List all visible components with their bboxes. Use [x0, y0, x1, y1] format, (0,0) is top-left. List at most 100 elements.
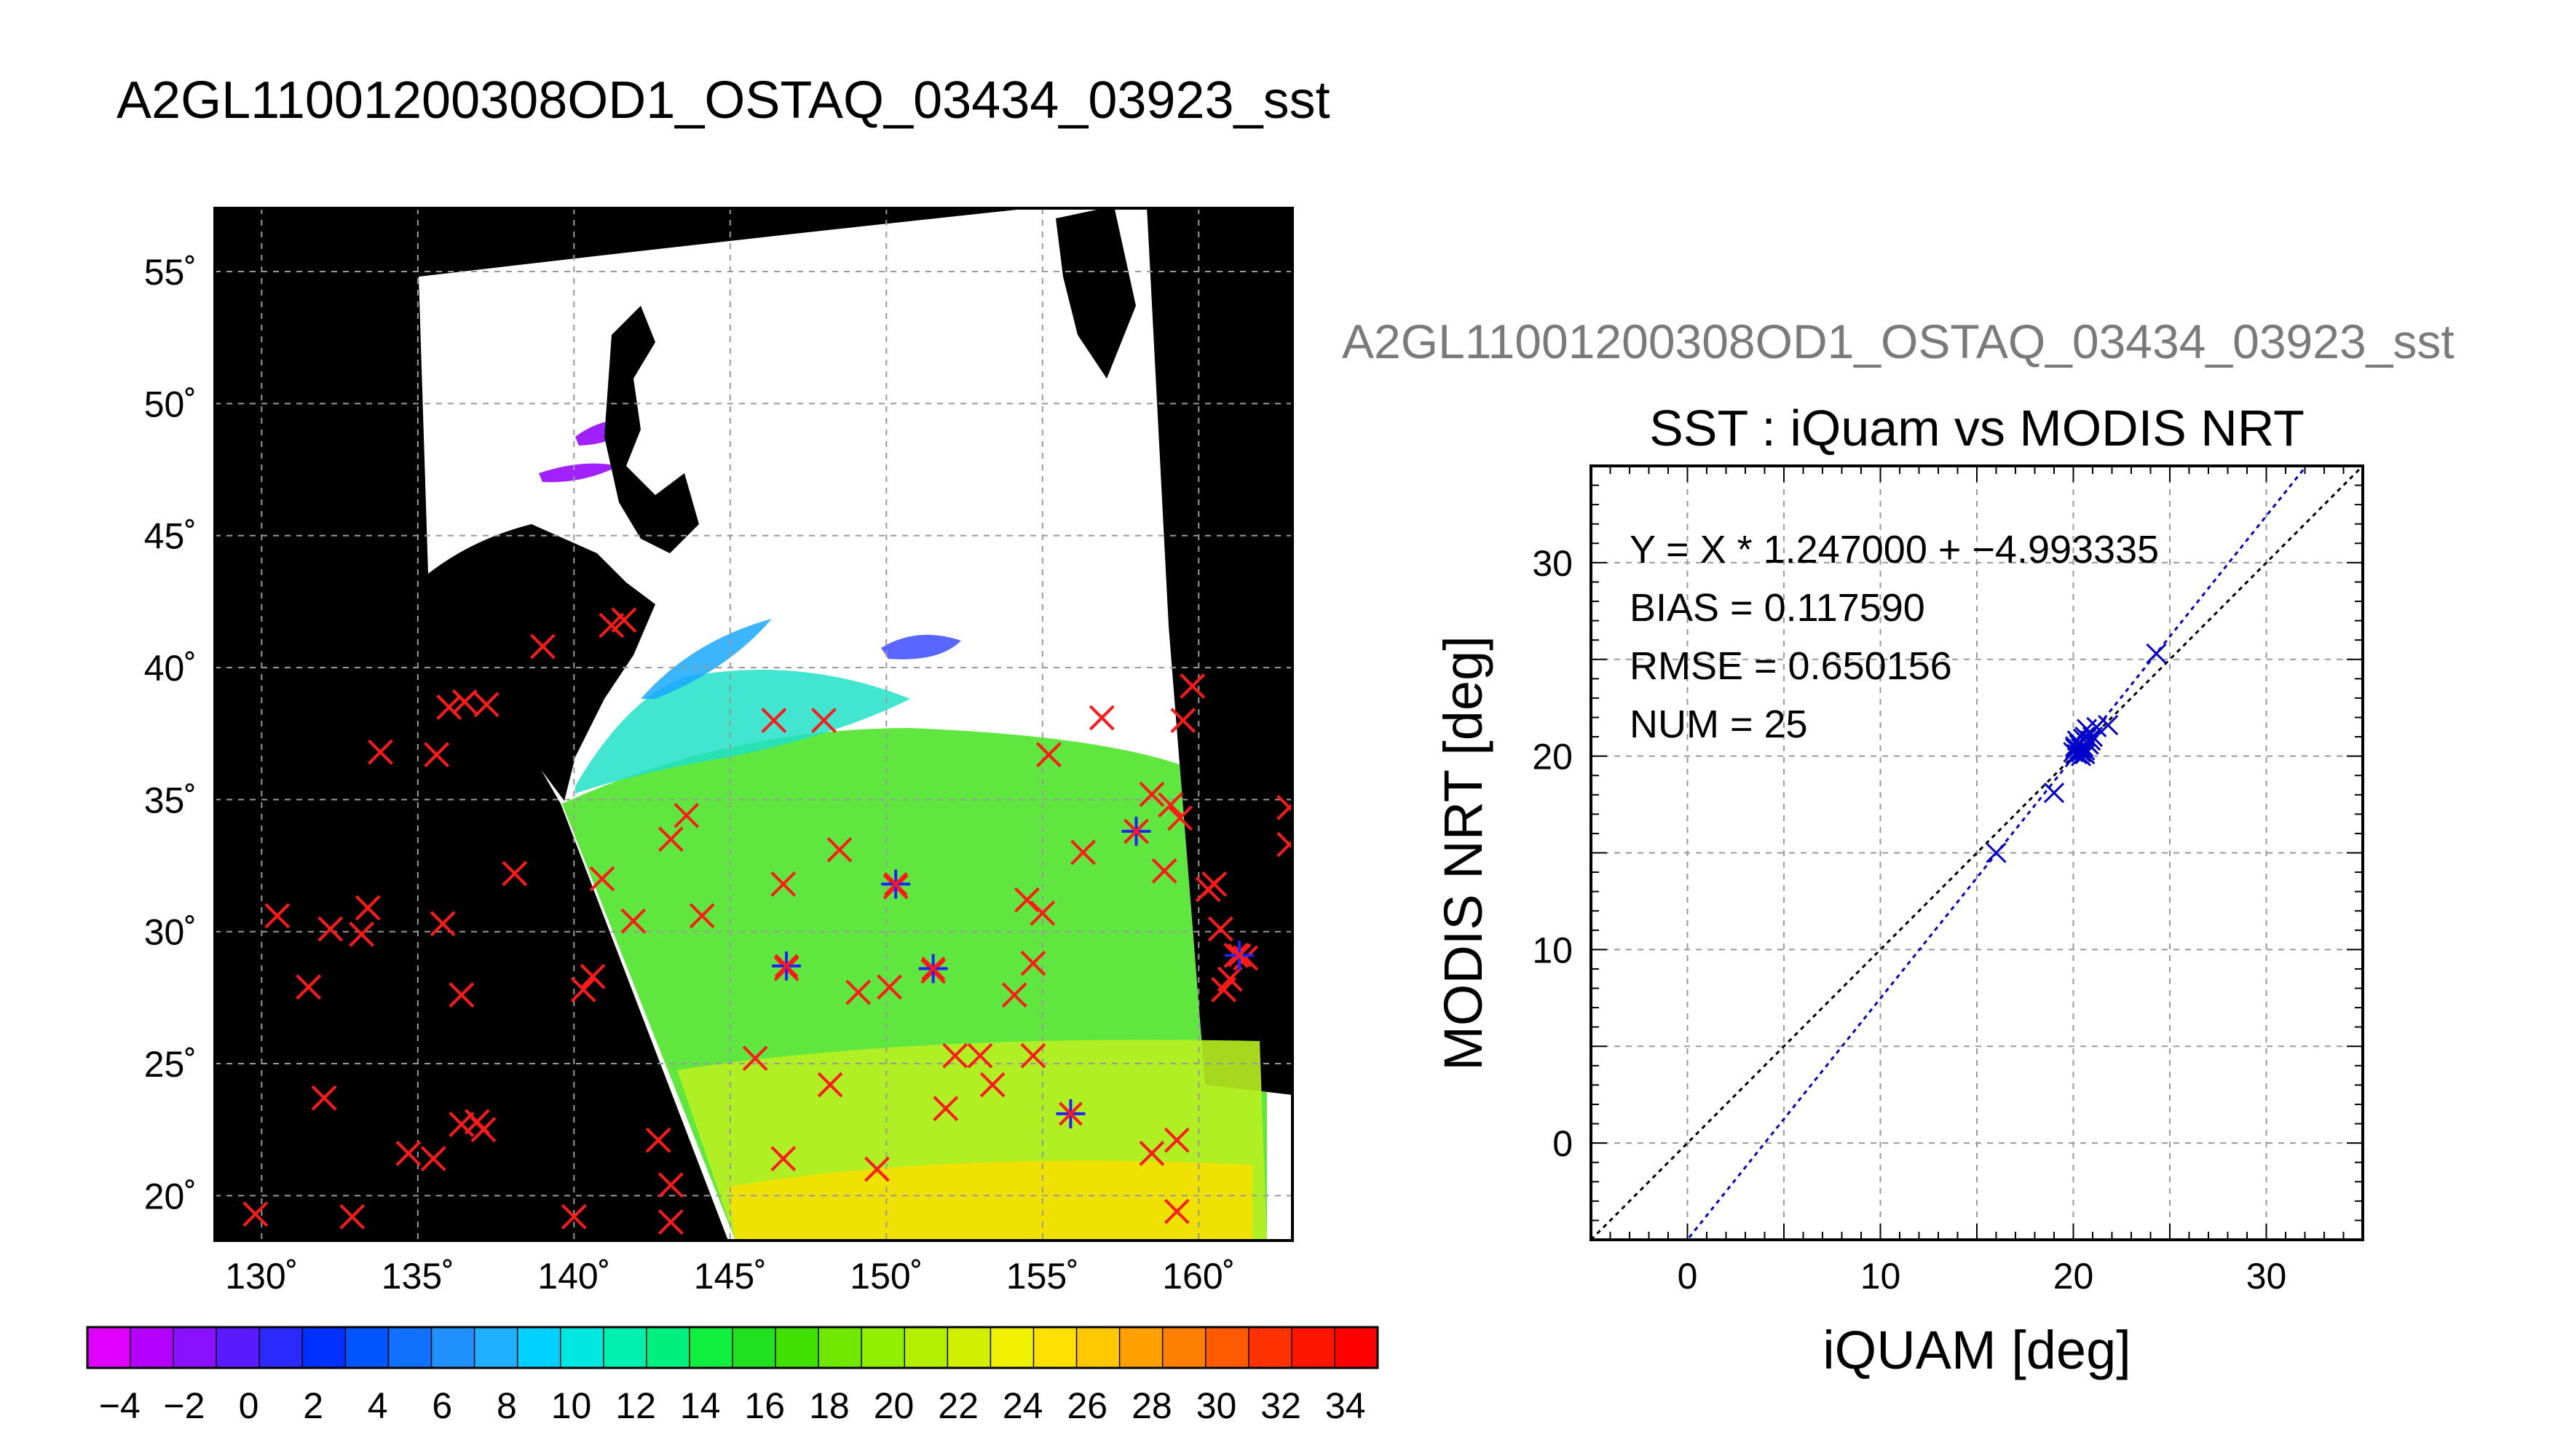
scatter-subplot-title: A2GL11001200308OD1_OSTAQ_03434_03923_sst — [1342, 314, 2455, 368]
scatter-y-tick: 0 — [1552, 1123, 1573, 1164]
station-marker-red-x — [1167, 805, 1193, 831]
colorbar-cell — [732, 1327, 776, 1368]
map-frame — [213, 207, 1294, 1242]
scatter-point — [2080, 730, 2101, 751]
colorbar-tick: 18 — [809, 1385, 850, 1426]
scatter-stat-line: Y = X * 1.247000 + −4.993335 — [1630, 528, 2159, 571]
station-marker-red-x — [599, 612, 625, 638]
map-markers — [242, 607, 1292, 1235]
colorbar-tick: 6 — [432, 1385, 452, 1426]
station-marker-red-x — [311, 1085, 337, 1111]
station-marker-red-x — [395, 1140, 422, 1166]
station-marker-red-x — [770, 1146, 797, 1171]
station-marker-red-x — [1201, 871, 1228, 897]
colorbar-tick: −4 — [99, 1385, 141, 1426]
colorbar-tick-labels: −4 −2 0 2 4 6 8 10 12 14 16 18 20 22 24 26 28 30 32 34 — [99, 1385, 1366, 1426]
colorbar-tick: −2 — [163, 1385, 205, 1426]
colorbar-cell — [517, 1327, 561, 1368]
colorbar-tick: 20 — [874, 1385, 915, 1426]
sst-field-warm — [728, 1160, 1252, 1241]
colorbar-tick: 0 — [239, 1385, 259, 1426]
scatter-y-tick: 20 — [1532, 737, 1573, 778]
colorbar-cell — [904, 1327, 948, 1368]
scatter-point — [2071, 737, 2092, 759]
station-marker-red-x — [242, 1201, 269, 1227]
land-kuril-kamchatka — [1056, 208, 1136, 379]
scatter-x-tick-labels: 0 10 20 30 — [1678, 1256, 2287, 1297]
station-marker-red-x — [317, 916, 344, 942]
station-marker-blue-star — [881, 869, 911, 899]
colorbar-cell — [259, 1327, 303, 1368]
station-marker-red-x — [1089, 705, 1115, 731]
colorbar-tick: 24 — [1003, 1385, 1043, 1426]
colorbar-tick: 2 — [303, 1385, 323, 1426]
station-marker-red-x — [355, 895, 381, 921]
station-marker-red-x — [436, 695, 462, 720]
colorbar-tick: 12 — [615, 1385, 656, 1426]
station-marker-red-x — [1207, 916, 1233, 942]
colorbar-tick: 30 — [1196, 1385, 1237, 1426]
map-lat-tick: 20˚ — [144, 1176, 197, 1216]
colorbar-tick: 8 — [497, 1385, 517, 1426]
colorbar-cell — [1033, 1327, 1078, 1368]
colorbar-tick: 4 — [368, 1385, 388, 1426]
colorbar-cell — [947, 1327, 991, 1368]
station-marker-red-x — [580, 963, 606, 989]
map-lon-tick: 140˚ — [537, 1256, 610, 1297]
scatter-y-tick: 30 — [1532, 543, 1573, 584]
colorbar-cell — [689, 1327, 733, 1368]
station-marker-red-x — [530, 633, 556, 660]
station-marker-red-x — [657, 1172, 684, 1198]
station-marker-red-x — [367, 739, 393, 765]
station-marker-blue-star — [918, 954, 948, 984]
scatter-point — [1986, 842, 2007, 863]
station-marker-red-x — [742, 1045, 768, 1072]
colorbar-cells — [87, 1327, 1378, 1368]
identity-line — [1591, 466, 2363, 1240]
map-lat-tick: 45˚ — [144, 516, 197, 557]
station-marker-red-x — [561, 1203, 587, 1230]
station-marker-red-x — [811, 708, 837, 733]
station-marker-red-x — [689, 903, 715, 929]
sst-field-cold — [641, 619, 772, 699]
station-marker-red-x — [589, 866, 615, 892]
station-marker-red-x — [1001, 982, 1027, 1008]
station-marker-red-x — [473, 692, 499, 718]
colorbar-cell — [861, 1327, 905, 1368]
scatter-x-tick: 20 — [2053, 1256, 2094, 1297]
station-marker-red-x — [451, 689, 478, 715]
colorbar-cell — [1291, 1327, 1335, 1368]
colorbar: −4 −2 0 2 4 6 8 10 12 14 16 18 20 22 24 26 28 30 32 34 — [86, 1326, 1379, 1426]
station-marker-red-x — [933, 1096, 959, 1122]
scatter-point — [2065, 736, 2086, 757]
scatter-grid — [1591, 466, 2363, 1240]
station-marker-red-x — [296, 974, 322, 1000]
station-marker-red-x — [420, 1146, 446, 1171]
colorbar-cell — [1334, 1327, 1378, 1368]
station-marker-red-x — [502, 860, 528, 887]
station-marker-red-x — [611, 607, 637, 633]
station-marker-red-x — [1020, 1042, 1046, 1069]
station-marker-red-x — [1164, 1198, 1190, 1224]
scatter-x-tick: 30 — [2246, 1256, 2287, 1297]
sst-field-cool — [575, 670, 910, 794]
colorbar-cell — [388, 1327, 433, 1368]
colorbar-cell — [1162, 1327, 1207, 1368]
station-marker-red-x — [1070, 839, 1096, 866]
station-marker-red-x — [770, 871, 797, 897]
scatter-frame — [1590, 464, 2364, 1241]
colorbar-cell — [345, 1327, 389, 1368]
scatter-stat-line: NUM = 25 — [1630, 703, 1808, 746]
station-marker-red-x — [449, 1112, 475, 1137]
scatter-y-label: MODIS NRT [deg] — [1433, 636, 1493, 1071]
map-lat-tick: 25˚ — [144, 1044, 197, 1085]
station-marker-red-x — [761, 708, 787, 733]
station-marker-red-x — [674, 802, 700, 828]
station-marker-red-x — [430, 911, 456, 937]
station-marker-red-x — [1030, 900, 1056, 926]
map-lat-tick: 40˚ — [144, 648, 197, 689]
scatter-panel: A2GL11001200308OD1_OSTAQ_03434_03923_sst… — [1342, 314, 2455, 1380]
map-lon-tick-labels: 130˚ 135˚ 140˚ 145˚ 150˚ 155˚ 160˚ — [225, 1256, 1235, 1297]
colorbar-cell — [1248, 1327, 1292, 1368]
station-marker-blue-star — [772, 951, 802, 981]
